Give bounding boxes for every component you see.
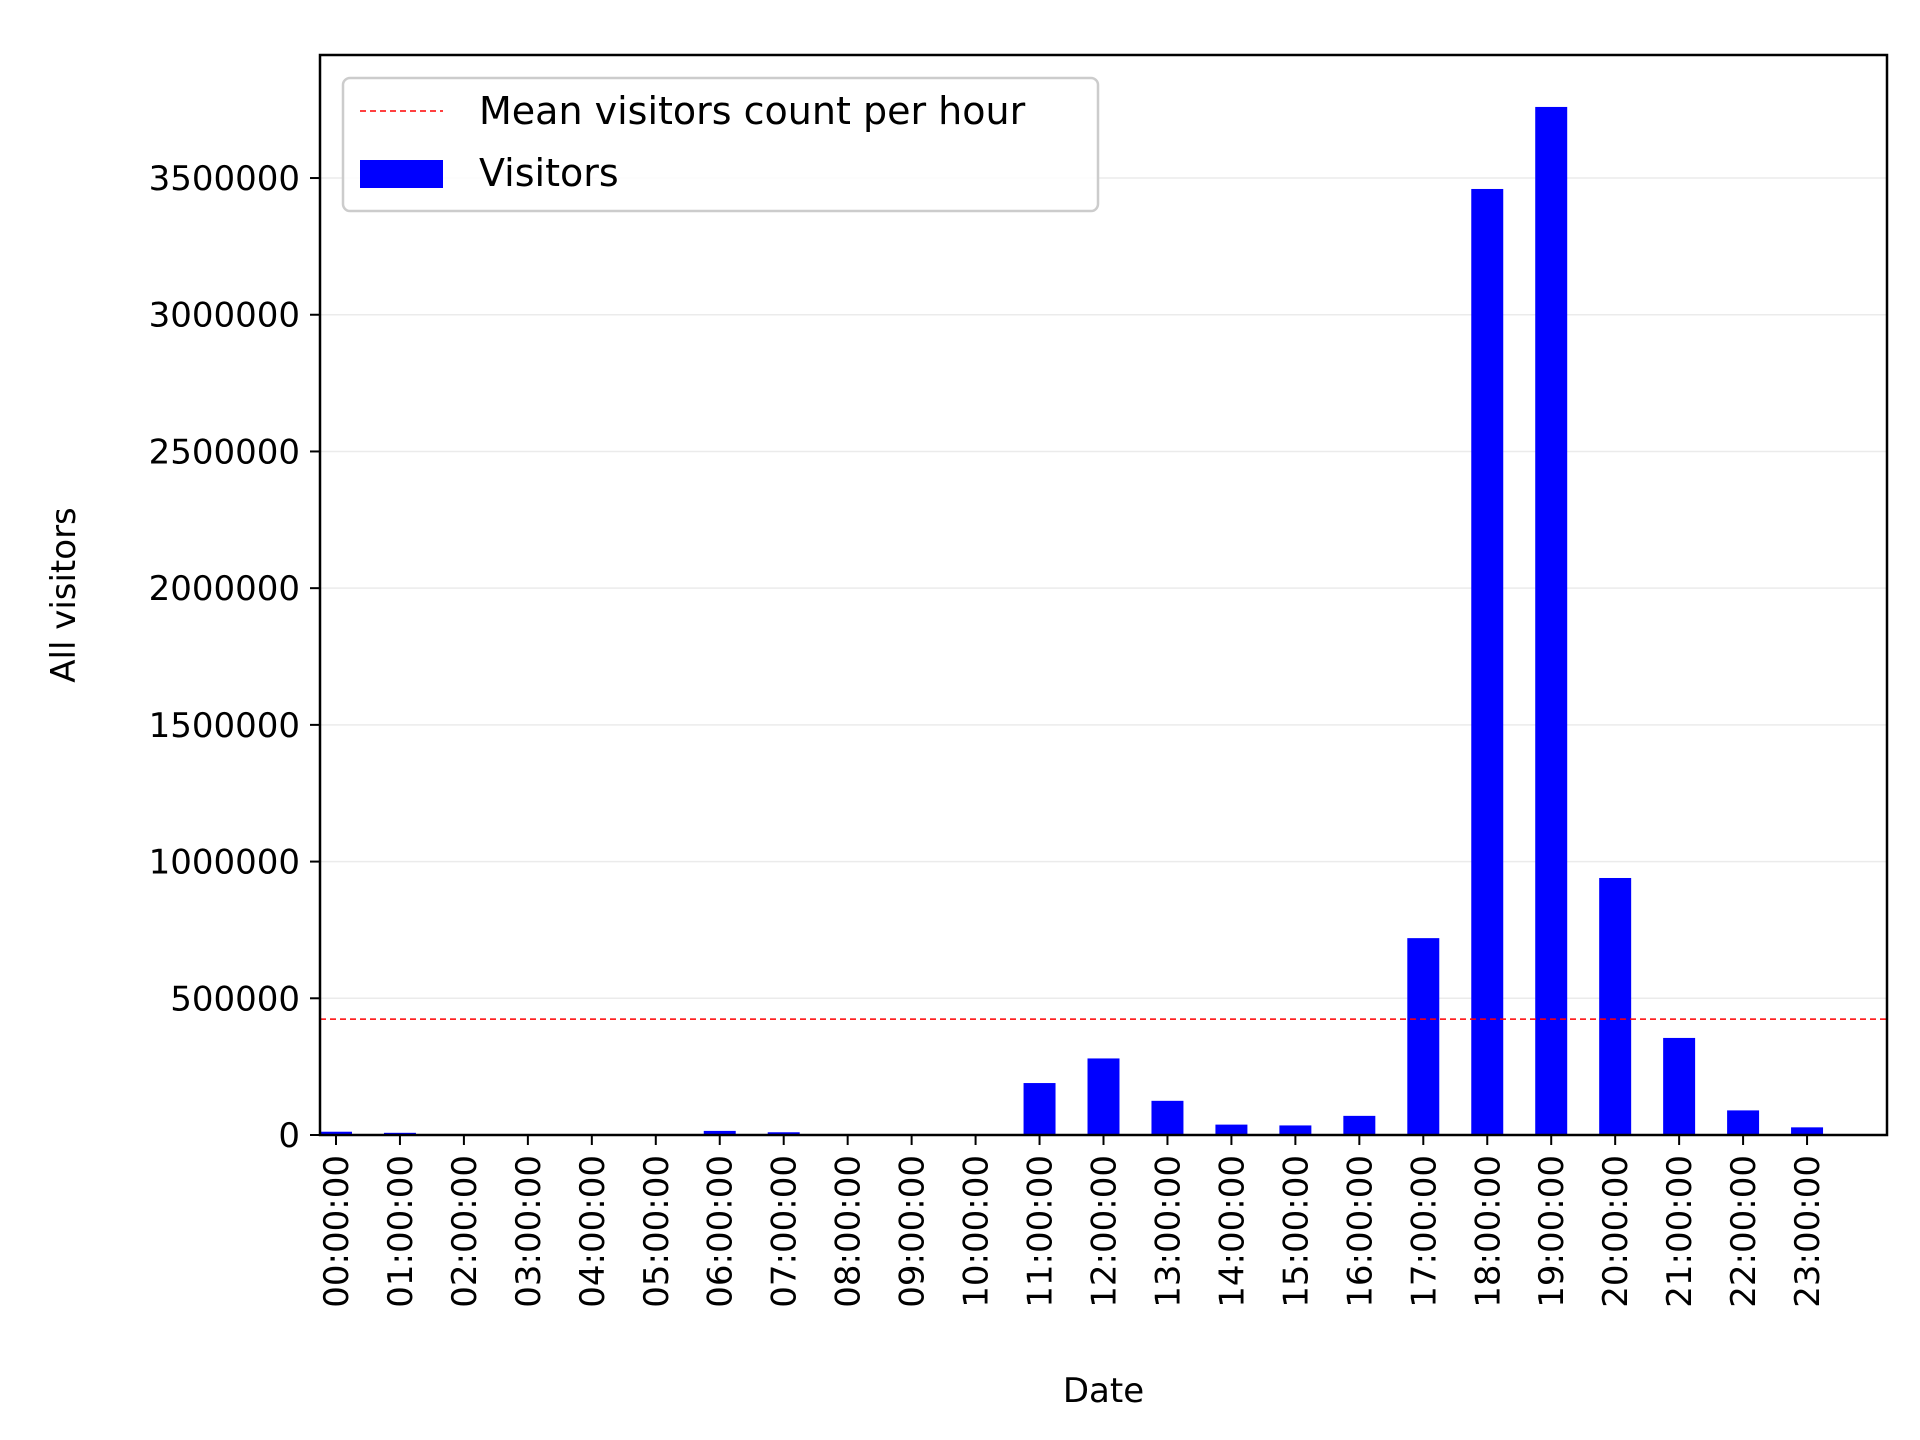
x-tick-label: 13:00:00 — [1148, 1155, 1188, 1308]
bar-23 — [1791, 1127, 1824, 1135]
x-tick-label: 22:00:00 — [1724, 1155, 1764, 1308]
legend: Mean visitors count per hour Visitors — [341, 76, 1100, 213]
bar-11 — [1023, 1083, 1056, 1135]
bars — [320, 106, 1824, 1136]
x-tick-label: 02:00:00 — [445, 1155, 485, 1308]
x-tick-label: 16:00:00 — [1340, 1155, 1380, 1308]
legend-visitors-label: Visitors — [479, 151, 619, 195]
x-tick-label: 07:00:00 — [765, 1155, 805, 1308]
bar-16 — [1343, 1115, 1376, 1135]
x-tick-label: 03:00:00 — [509, 1155, 549, 1308]
x-tick-label: 04:00:00 — [573, 1155, 613, 1308]
legend-mean-label: Mean visitors count per hour — [479, 89, 1026, 133]
x-axis-label: Date — [1063, 1371, 1144, 1411]
y-axis-label: All visitors — [44, 507, 84, 683]
y-tick-label: 1500000 — [149, 706, 300, 746]
y-tick-label: 2000000 — [149, 569, 300, 609]
y-tick-label: 3000000 — [149, 296, 300, 336]
bar-13 — [1151, 1100, 1184, 1135]
y-tick-label: 500000 — [170, 979, 300, 1019]
x-tick-label: 09:00:00 — [893, 1155, 933, 1308]
x-tick-label: 10:00:00 — [957, 1155, 997, 1308]
bar-06 — [703, 1130, 736, 1135]
x-tick-label: 11:00:00 — [1021, 1155, 1061, 1308]
y-tick-label: 3500000 — [149, 159, 300, 199]
x-tick-label: 14:00:00 — [1212, 1155, 1252, 1308]
x-tick-label: 20:00:00 — [1596, 1155, 1636, 1308]
bar-14 — [1215, 1124, 1248, 1135]
bar-21 — [1663, 1037, 1696, 1135]
bar-18 — [1471, 188, 1504, 1136]
x-tick-label: 23:00:00 — [1788, 1155, 1828, 1308]
bar-00 — [320, 1131, 352, 1135]
x-tick-label: 21:00:00 — [1660, 1155, 1700, 1308]
bar-19 — [1535, 106, 1568, 1136]
bar-07 — [767, 1132, 800, 1135]
x-tick-label: 08:00:00 — [829, 1155, 869, 1308]
legend-box — [341, 76, 1100, 213]
x-tick-label: 19:00:00 — [1532, 1155, 1572, 1308]
y-axis-ticks: 0 500000 1000000 1500000 2000000 2500000 30000… — [149, 159, 320, 1156]
y-tick-label: 2500000 — [149, 432, 300, 472]
bar-20 — [1599, 877, 1632, 1135]
bar-22 — [1727, 1110, 1760, 1135]
x-tick-label: 01:00:00 — [381, 1155, 421, 1308]
y-tick-label: 0 — [278, 1116, 300, 1156]
x-axis-ticks: 00:00:00 01:00:00 02:00:00 03:00:00 04:00:00… — [317, 1135, 1828, 1308]
x-tick-label: 05:00:00 — [637, 1155, 677, 1308]
y-tick-label: 1000000 — [149, 843, 300, 883]
bar-12 — [1087, 1058, 1120, 1135]
x-tick-label: 06:00:00 — [701, 1155, 741, 1308]
x-tick-label: 12:00:00 — [1085, 1155, 1125, 1308]
x-tick-label: 18:00:00 — [1468, 1155, 1508, 1308]
x-tick-label: 00:00:00 — [317, 1155, 357, 1308]
legend-visitors-swatch — [360, 160, 443, 188]
x-tick-label: 15:00:00 — [1276, 1155, 1316, 1308]
x-tick-label: 17:00:00 — [1404, 1155, 1444, 1308]
bar-15 — [1279, 1125, 1312, 1135]
bar-17 — [1407, 938, 1440, 1135]
